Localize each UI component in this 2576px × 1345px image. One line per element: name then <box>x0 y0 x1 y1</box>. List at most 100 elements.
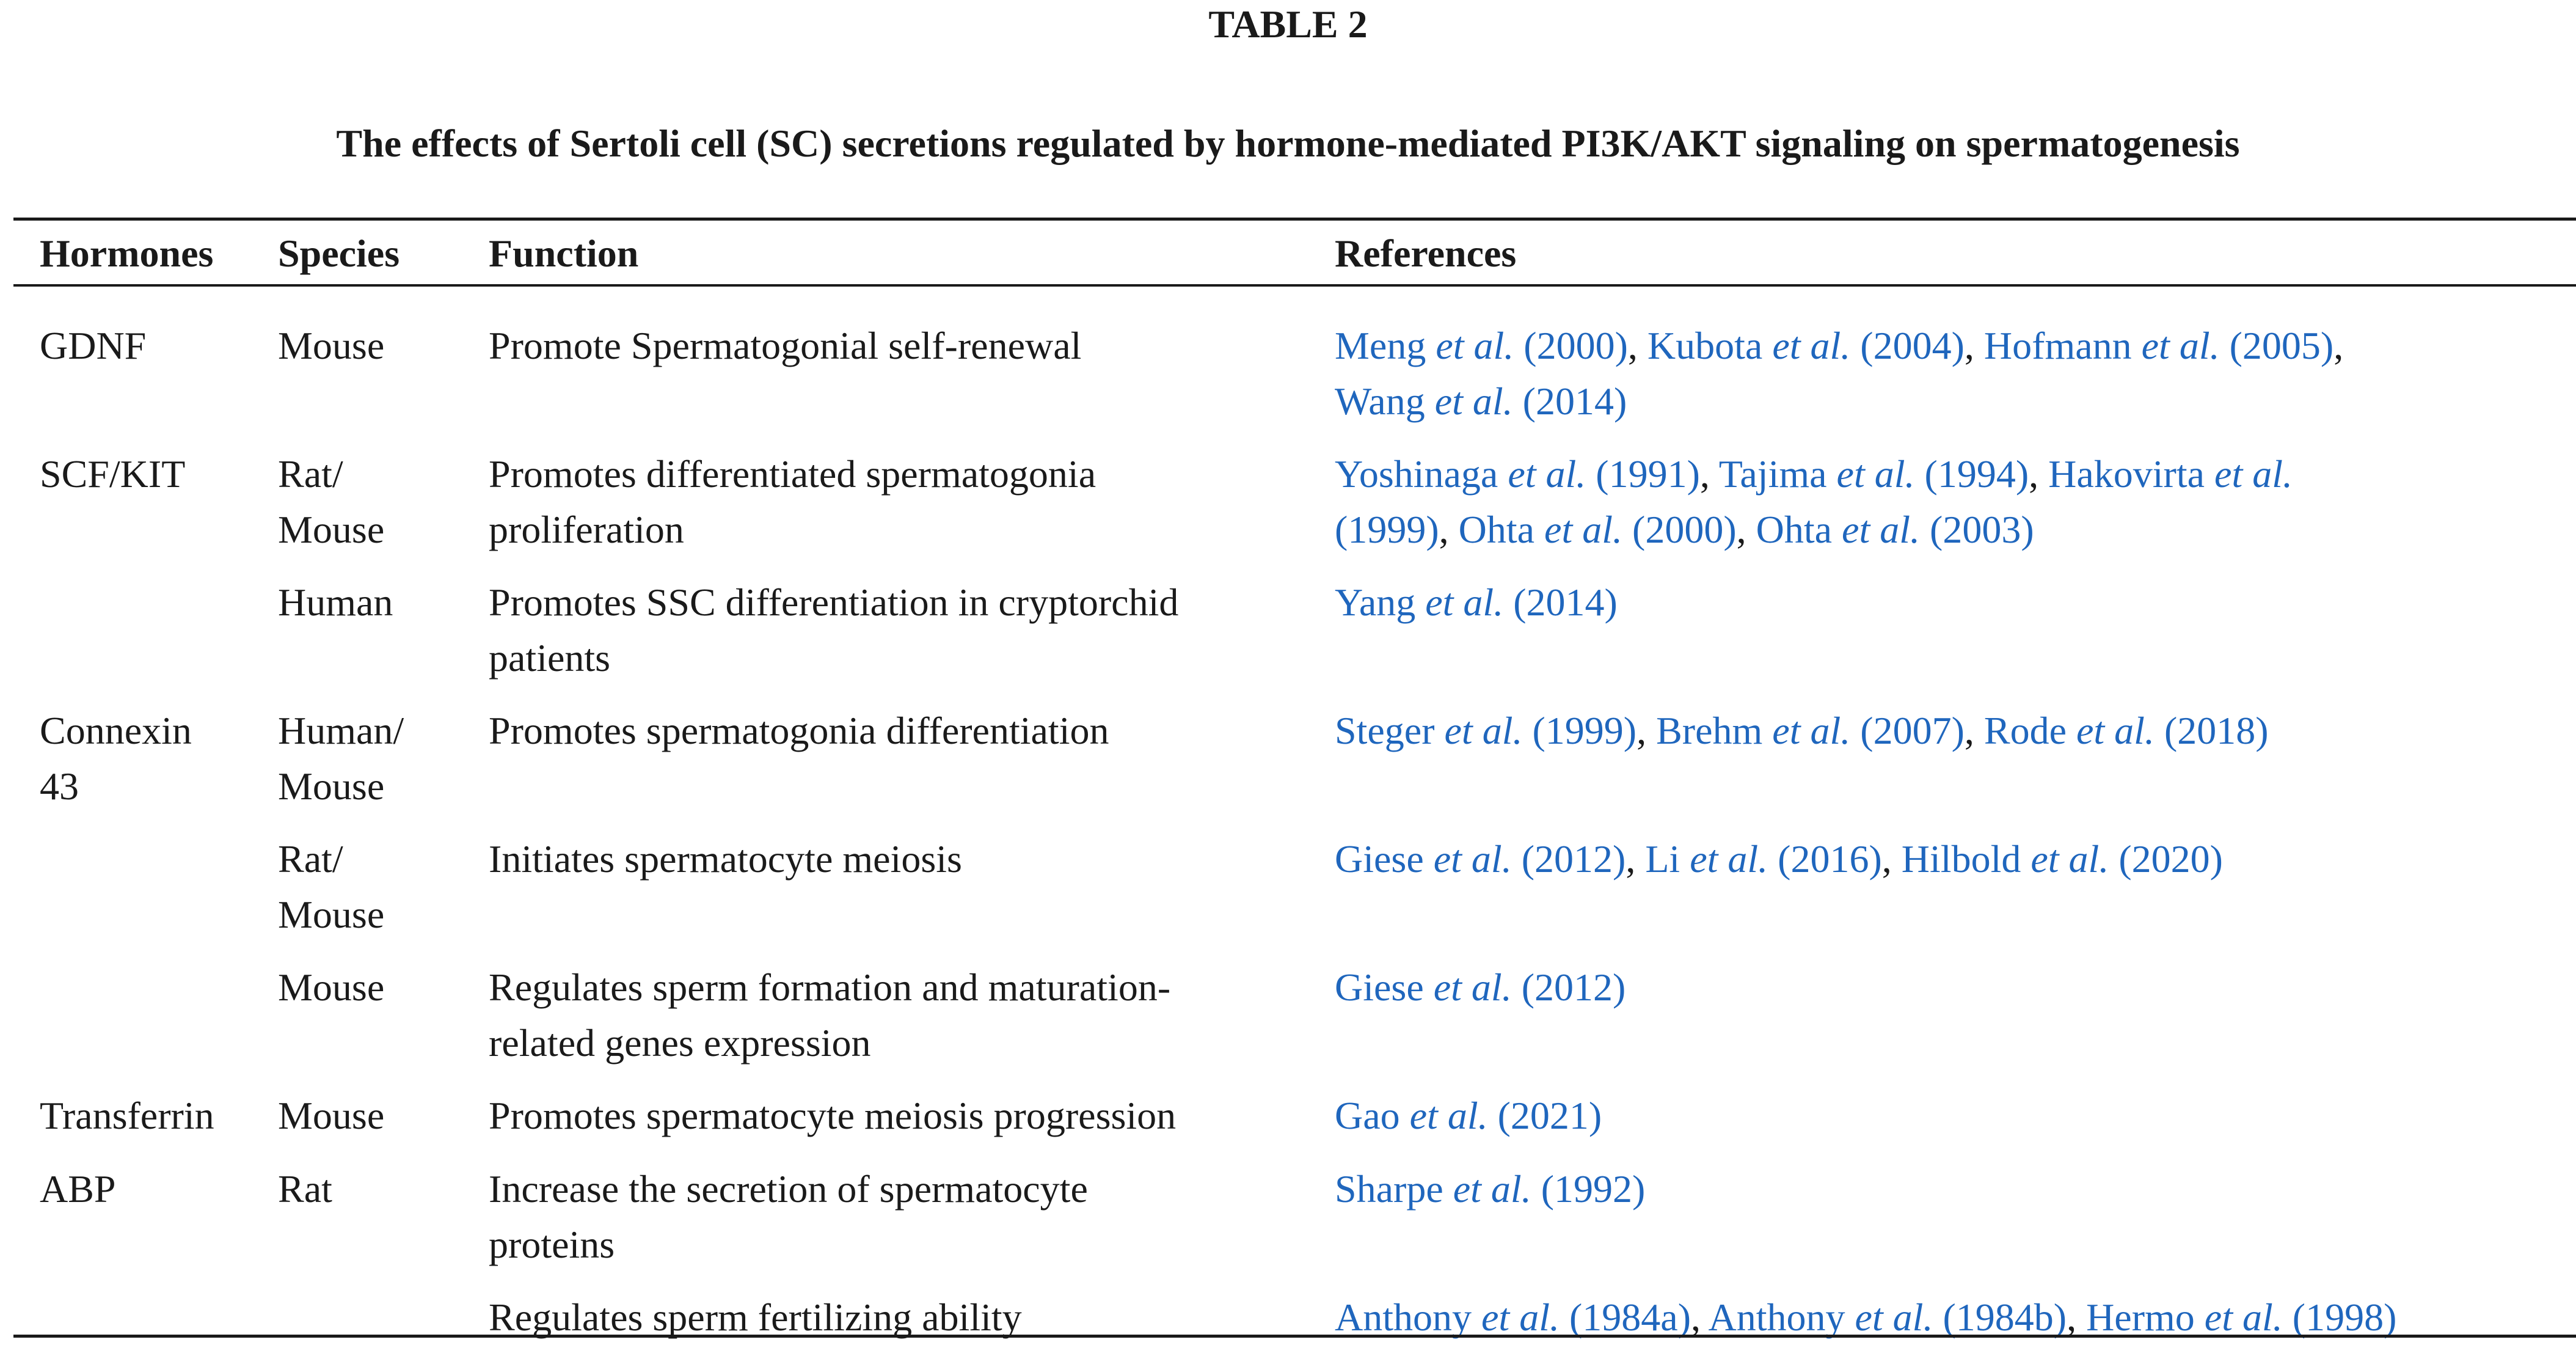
species-cell: Mouse <box>278 508 385 551</box>
function-cell: Promotes SSC differentiation in cryptorc… <box>489 581 1179 624</box>
reference-etal: et al. <box>1453 1167 1531 1211</box>
reference-year: (2020) <box>2109 837 2223 881</box>
references-cell: Wang et al. (2014) <box>1335 373 1627 429</box>
reference-author: Sharpe <box>1335 1167 1453 1211</box>
reference-link[interactable]: Giese et al. (2012) <box>1335 837 1626 881</box>
hormone-cell: GDNF <box>40 324 147 367</box>
reference-year: (1991) <box>1586 452 1700 496</box>
reference-link[interactable]: Yang et al. (2014) <box>1335 581 1618 624</box>
bottom-rule <box>13 1335 2576 1338</box>
reference-year: (2012) <box>1511 837 1626 881</box>
reference-year: (2012) <box>1511 966 1626 1009</box>
reference-author: Hakovirta <box>2048 452 2215 496</box>
reference-year: (2003) <box>1920 508 2034 551</box>
function-cell: Increase the secretion of spermatocyte <box>489 1167 1088 1211</box>
reference-author: Hermo <box>2086 1296 2205 1339</box>
reference-year: (2005) <box>2219 324 2334 367</box>
reference-year: (1994) <box>1914 452 2029 496</box>
species-cell: Mouse <box>278 324 385 367</box>
reference-link[interactable]: Sharpe et al. (1992) <box>1335 1167 1645 1211</box>
reference-year: (2004) <box>1850 324 1965 367</box>
reference-link[interactable]: Steger et al. (1999) <box>1335 709 1636 752</box>
reference-year: (2000) <box>1514 324 1628 367</box>
species-cell: Mouse <box>278 1094 385 1137</box>
reference-etal: et al. <box>1436 324 1514 367</box>
references-cell: Anthony et al. (1984a), Anthony et al. (… <box>1335 1289 2396 1345</box>
reference-etal: et al. <box>1434 379 1513 423</box>
reference-year: (2014) <box>1503 581 1618 624</box>
reference-etal: et al. <box>2204 1296 2283 1339</box>
reference-link[interactable]: Meng et al. (2000) <box>1335 324 1628 367</box>
reference-etal: et al. <box>1772 709 1851 752</box>
reference-link[interactable]: Brehm et al. (2007) <box>1656 709 1965 752</box>
reference-link[interactable]: Wang et al. (2014) <box>1335 379 1627 423</box>
reference-link[interactable]: Yoshinaga et al. (1991) <box>1335 452 1700 496</box>
reference-link[interactable]: (1999) <box>1335 508 1439 551</box>
function-cell: proliferation <box>489 508 684 551</box>
reference-separator: , <box>1736 508 1756 551</box>
reference-link[interactable]: Giese et al. (2012) <box>1335 966 1626 1009</box>
reference-year: (2016) <box>1768 837 1882 881</box>
header-hormones: Hormones <box>40 232 214 275</box>
function-cell: Promotes spermatogonia differentiation <box>489 709 1109 752</box>
reference-link[interactable]: Kubota et al. (2004) <box>1647 324 1965 367</box>
reference-separator: , <box>1699 452 1719 496</box>
reference-link[interactable]: Anthony et al. (1984b) <box>1708 1296 2067 1339</box>
references-cell: Sharpe et al. (1992) <box>1335 1161 1645 1217</box>
function-cell: Regulates sperm formation and maturation… <box>489 966 1171 1009</box>
reference-author: Li <box>1645 837 1690 881</box>
function-cell: Promotes differentiated spermatogonia <box>489 452 1096 496</box>
reference-year: (1999) <box>1522 709 1637 752</box>
references-cell: Giese et al. (2012) <box>1335 959 1626 1015</box>
function-cell: Regulates sperm fertilizing ability <box>489 1296 1022 1339</box>
reference-etal: et al. <box>1425 581 1504 624</box>
reference-author: Hofmann <box>1983 324 2142 367</box>
reference-link[interactable]: Li et al. (2016) <box>1645 837 1881 881</box>
reference-author: Ohta <box>1756 508 1842 551</box>
reference-etal: et al. <box>1481 1296 1560 1339</box>
species-cell: Mouse <box>278 893 385 936</box>
function-cell: Promote Spermatogonial self-renewal <box>489 324 1082 367</box>
reference-link[interactable]: Hermo et al. (1998) <box>2086 1296 2396 1339</box>
reference-year: (2018) <box>2154 709 2269 752</box>
reference-author: Wang <box>1335 379 1435 423</box>
reference-link[interactable]: Rode et al. (2018) <box>1984 709 2269 752</box>
reference-separator: , <box>1626 837 1646 881</box>
reference-year: (2014) <box>1512 379 1627 423</box>
reference-author: Ohta <box>1458 508 1545 551</box>
table-title: The effects of Sertoli cell (SC) secreti… <box>336 122 2240 165</box>
function-cell: proteins <box>489 1223 615 1266</box>
hormone-cell: Transferrin <box>40 1094 214 1137</box>
species-cell: Rat/ <box>278 837 343 881</box>
reference-author: Giese <box>1335 837 1434 881</box>
reference-link[interactable]: Hakovirta et al. <box>2048 452 2293 496</box>
reference-year: (2000) <box>1622 508 1737 551</box>
reference-year: (1992) <box>1531 1167 1646 1211</box>
reference-link[interactable]: Hofmann et al. (2005) <box>1984 324 2333 367</box>
reference-link[interactable]: Anthony et al. (1984a) <box>1335 1296 1691 1339</box>
reference-etal: et al. <box>1409 1094 1488 1137</box>
reference-author: Yoshinaga <box>1335 452 1508 496</box>
reference-link[interactable]: Hilbold et al. (2020) <box>1902 837 2223 881</box>
reference-author: Steger <box>1335 709 1445 752</box>
reference-author: Yang <box>1335 581 1426 624</box>
header-rule <box>13 284 2576 287</box>
reference-link[interactable]: Gao et al. (2021) <box>1335 1094 1602 1137</box>
reference-author: Tajima <box>1718 452 1837 496</box>
reference-author: Hilbold <box>1901 837 2031 881</box>
header-species: Species <box>278 232 400 275</box>
reference-etal: et al. <box>1433 837 1512 881</box>
reference-link[interactable]: Ohta et al. (2000) <box>1459 508 1737 551</box>
reference-etal: et al. <box>1508 452 1586 496</box>
reference-etal: et al. <box>2031 837 2109 881</box>
references-cell: Steger et al. (1999), Brehm et al. (2007… <box>1335 703 2269 758</box>
reference-author: (1999) <box>1335 508 1439 551</box>
reference-etal: et al. <box>2214 452 2293 496</box>
reference-separator: , <box>1881 837 1902 881</box>
function-cell: related genes expression <box>489 1021 871 1065</box>
reference-link[interactable]: Tajima et al. (1994) <box>1719 452 2029 496</box>
hormone-cell: ABP <box>40 1167 116 1211</box>
reference-link[interactable]: Ohta et al. (2003) <box>1756 508 2034 551</box>
species-cell: Mouse <box>278 764 385 808</box>
header-function: Function <box>489 232 639 275</box>
